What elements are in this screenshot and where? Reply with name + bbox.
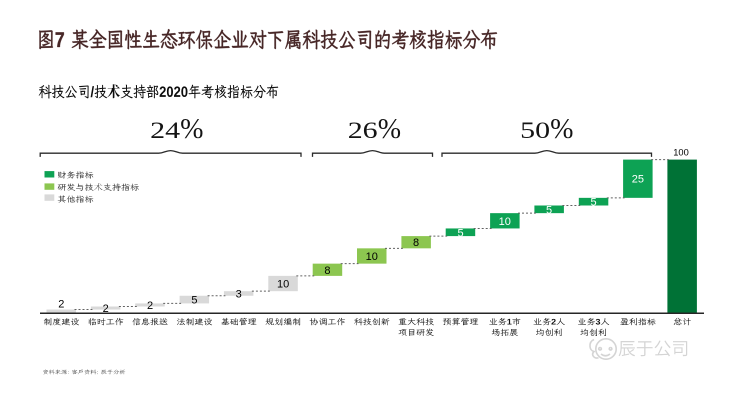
svg-text:2: 2 — [58, 299, 64, 311]
svg-text:2: 2 — [147, 300, 153, 312]
svg-text:%: % — [550, 114, 573, 145]
svg-text:24: 24 — [150, 117, 181, 143]
svg-text:5: 5 — [191, 295, 197, 307]
svg-text:10: 10 — [499, 216, 511, 228]
svg-text:10: 10 — [277, 279, 289, 291]
svg-text:8: 8 — [413, 237, 419, 249]
svg-text:3: 3 — [236, 289, 242, 301]
svg-text:%: % — [378, 114, 401, 145]
svg-text:%: % — [180, 114, 203, 145]
svg-text:5: 5 — [457, 227, 463, 239]
svg-text:50: 50 — [520, 117, 550, 143]
svg-text:100: 100 — [673, 148, 689, 158]
svg-text:8: 8 — [324, 265, 330, 277]
svg-text:2: 2 — [103, 303, 109, 315]
svg-text:10: 10 — [366, 251, 378, 263]
svg-text:25: 25 — [632, 174, 644, 186]
svg-text:5: 5 — [590, 197, 596, 209]
svg-text:26: 26 — [348, 117, 378, 143]
svg-text:5: 5 — [546, 204, 552, 216]
